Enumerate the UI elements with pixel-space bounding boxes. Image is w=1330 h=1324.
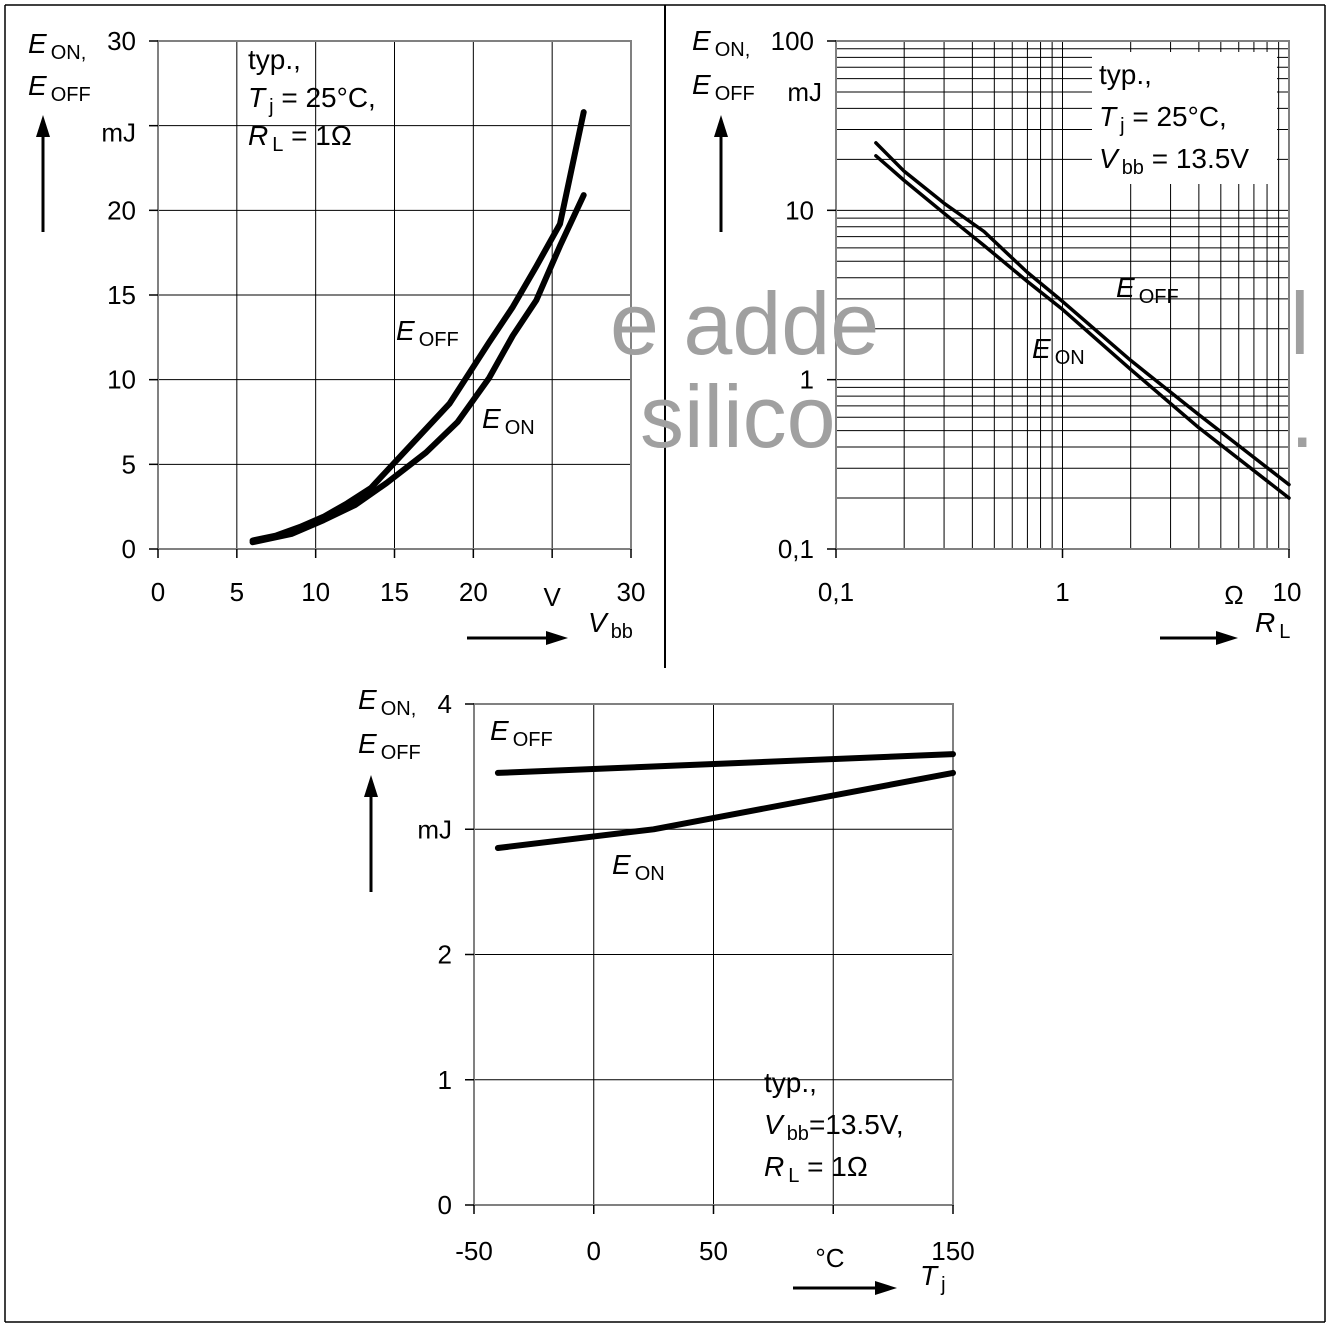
y-tick-label: 10 (107, 365, 136, 395)
y-axis-label-eoff: E OFF (358, 728, 421, 764)
watermark-text-1: e adde (610, 274, 879, 373)
y-tick-label: 2 (438, 940, 452, 970)
x-tick-label: 20 (459, 577, 488, 607)
annotation-line-0: typ., (248, 44, 301, 75)
series-label-eoff: E OFF (396, 315, 459, 351)
watermark-text-2: silico (640, 367, 836, 466)
x-tick-label: 0,1 (818, 577, 854, 607)
x-tick-label: 50 (699, 1236, 728, 1266)
series-label-eon: E ON (482, 403, 535, 439)
x-tick-label: -50 (455, 1236, 493, 1266)
x-tick-label: 0 (587, 1236, 601, 1266)
x-axis-arrow-head (875, 1281, 897, 1295)
series-on-line (249, 192, 587, 546)
series-off-line (494, 751, 956, 776)
x-axis-arrow-head (546, 631, 568, 645)
y-unit-label: mJ (417, 814, 452, 844)
x-tick-label: 0 (151, 577, 165, 607)
y-tick-label: 1 (800, 365, 814, 395)
y-tick-label: 5 (122, 449, 136, 479)
series-off-line (874, 141, 1291, 487)
y-axis-arrow-head (364, 775, 378, 797)
x-tick-label: 15 (380, 577, 409, 607)
series-off-line (249, 109, 587, 544)
x-tick-label: 30 (617, 577, 646, 607)
y-tick-label: 0 (122, 534, 136, 564)
watermark-text-2-end: . (1290, 367, 1314, 466)
y-tick-label: 0 (438, 1190, 452, 1220)
x-tick-label: 10 (1273, 577, 1302, 607)
series-label-eoff: E OFF (490, 715, 553, 751)
series-on-line (494, 769, 956, 851)
x-tick-label: 5 (230, 577, 244, 607)
x-unit-label: °C (815, 1243, 844, 1273)
y-tick-label: 1 (438, 1065, 452, 1095)
chart-rl: 0,1 1 10 100 mJ 0,1 1 10 Ω E ON, E OFF R L typ., T j = 25… (692, 25, 1301, 645)
y-tick-label: 100 (771, 26, 814, 56)
series-label-eoff: E OFF (1116, 272, 1179, 308)
x-tick-label: 150 (931, 1236, 974, 1266)
annotation-line-0: typ., (764, 1067, 817, 1098)
y-unit-label: mJ (101, 118, 136, 148)
x-axis-arrow-head (1216, 631, 1238, 645)
y-tick-label: 15 (107, 280, 136, 310)
x-unit-label: V (543, 582, 561, 612)
y-axis-label-eoff: E OFF (28, 70, 91, 106)
y-tick-label: 30 (107, 26, 136, 56)
series-label-eon: E ON (1032, 333, 1085, 369)
x-unit-label: Ω (1224, 580, 1243, 610)
y-axis-arrow-head (36, 115, 50, 137)
y-axis-label-eon: E ON, (358, 684, 416, 720)
series-on-line (874, 154, 1291, 500)
y-tick-label: 20 (107, 195, 136, 225)
x-tick-label: 10 (301, 577, 330, 607)
y-axis-label-eon: E ON, (692, 25, 750, 61)
y-tick-label: 4 (438, 689, 452, 719)
y-unit-label: mJ (787, 77, 822, 107)
annotation-background (1092, 52, 1277, 184)
y-axis-arrow-head (714, 115, 728, 137)
y-tick-label: 0,1 (778, 534, 814, 564)
x-tick-label: 1 (1055, 577, 1069, 607)
y-axis-label-eon: E ON, (28, 28, 86, 64)
watermark-text-1-end: l (1290, 274, 1310, 373)
y-axis-label-eoff: E OFF (692, 69, 755, 105)
chart-vbb: 0 5 10 15 20 30 mJ 0 5 10 15 20 30 V E ON, E OFF V bb typ., T… (28, 26, 645, 645)
series-label-eon: E ON (612, 849, 665, 885)
y-tick-label: 10 (785, 195, 814, 225)
annotation-line-0: typ., (1099, 59, 1152, 90)
